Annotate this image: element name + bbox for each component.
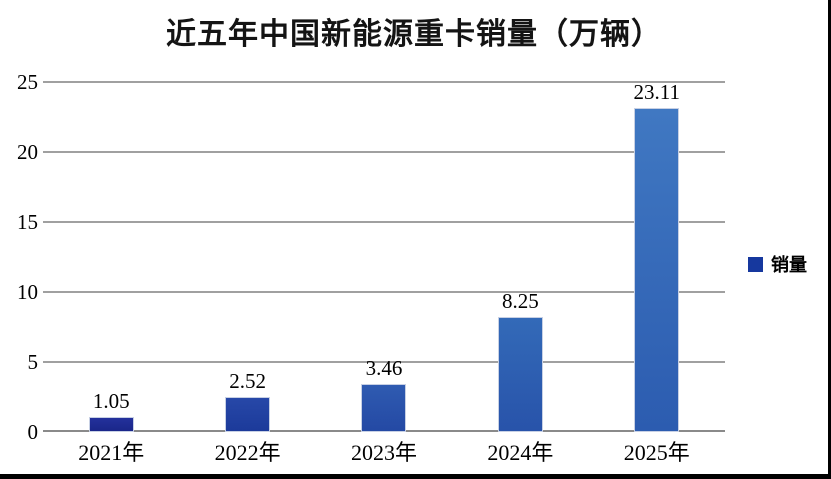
bar-slot: 23.11 — [589, 80, 725, 432]
bar-slot: 3.46 — [316, 82, 452, 432]
bar-slot: 8.25 — [452, 82, 588, 432]
data-label: 3.46 — [365, 355, 403, 380]
data-label: 23.11 — [633, 80, 681, 105]
bar-2025年 — [634, 108, 680, 432]
y-tick-label: 0 — [27, 420, 39, 444]
data-label: 8.25 — [502, 288, 539, 313]
bar-2024年 — [497, 316, 543, 432]
legend-swatch-icon — [748, 256, 763, 272]
chart-title: 近五年中国新能源重卡销量（万辆） — [166, 18, 662, 51]
gridline — [43, 221, 725, 223]
bar-2023年 — [361, 383, 407, 432]
y-tick-label: 10 — [17, 280, 38, 304]
gridline — [43, 81, 725, 83]
data-label: 1.05 — [92, 389, 130, 414]
legend: 销量 — [748, 251, 807, 277]
bar-slot: 1.05 — [43, 82, 179, 432]
x-tick-label: 2022年 — [214, 440, 281, 465]
y-tick-label: 20 — [17, 140, 38, 164]
bar-2021年 — [88, 417, 134, 432]
x-tick-label: 2025年 — [623, 440, 690, 465]
y-tick-label: 25 — [17, 70, 38, 94]
legend-label: 销量 — [771, 255, 807, 275]
bar-2022年 — [225, 396, 271, 432]
y-tick-label: 15 — [17, 210, 38, 234]
gridline — [43, 151, 725, 153]
x-tick-label: 2024年 — [487, 440, 554, 465]
y-tick-label: 5 — [27, 350, 39, 374]
x-tick-label: 2023年 — [350, 440, 417, 465]
plot-area: 1.05 2.52 3.46 8.25 23.11 — [43, 80, 725, 432]
gridline — [43, 361, 725, 363]
data-label: 2.52 — [229, 368, 266, 393]
gridline — [43, 291, 725, 293]
x-tick-label: 2021年 — [78, 440, 145, 465]
bar-slot: 2.52 — [179, 82, 315, 432]
